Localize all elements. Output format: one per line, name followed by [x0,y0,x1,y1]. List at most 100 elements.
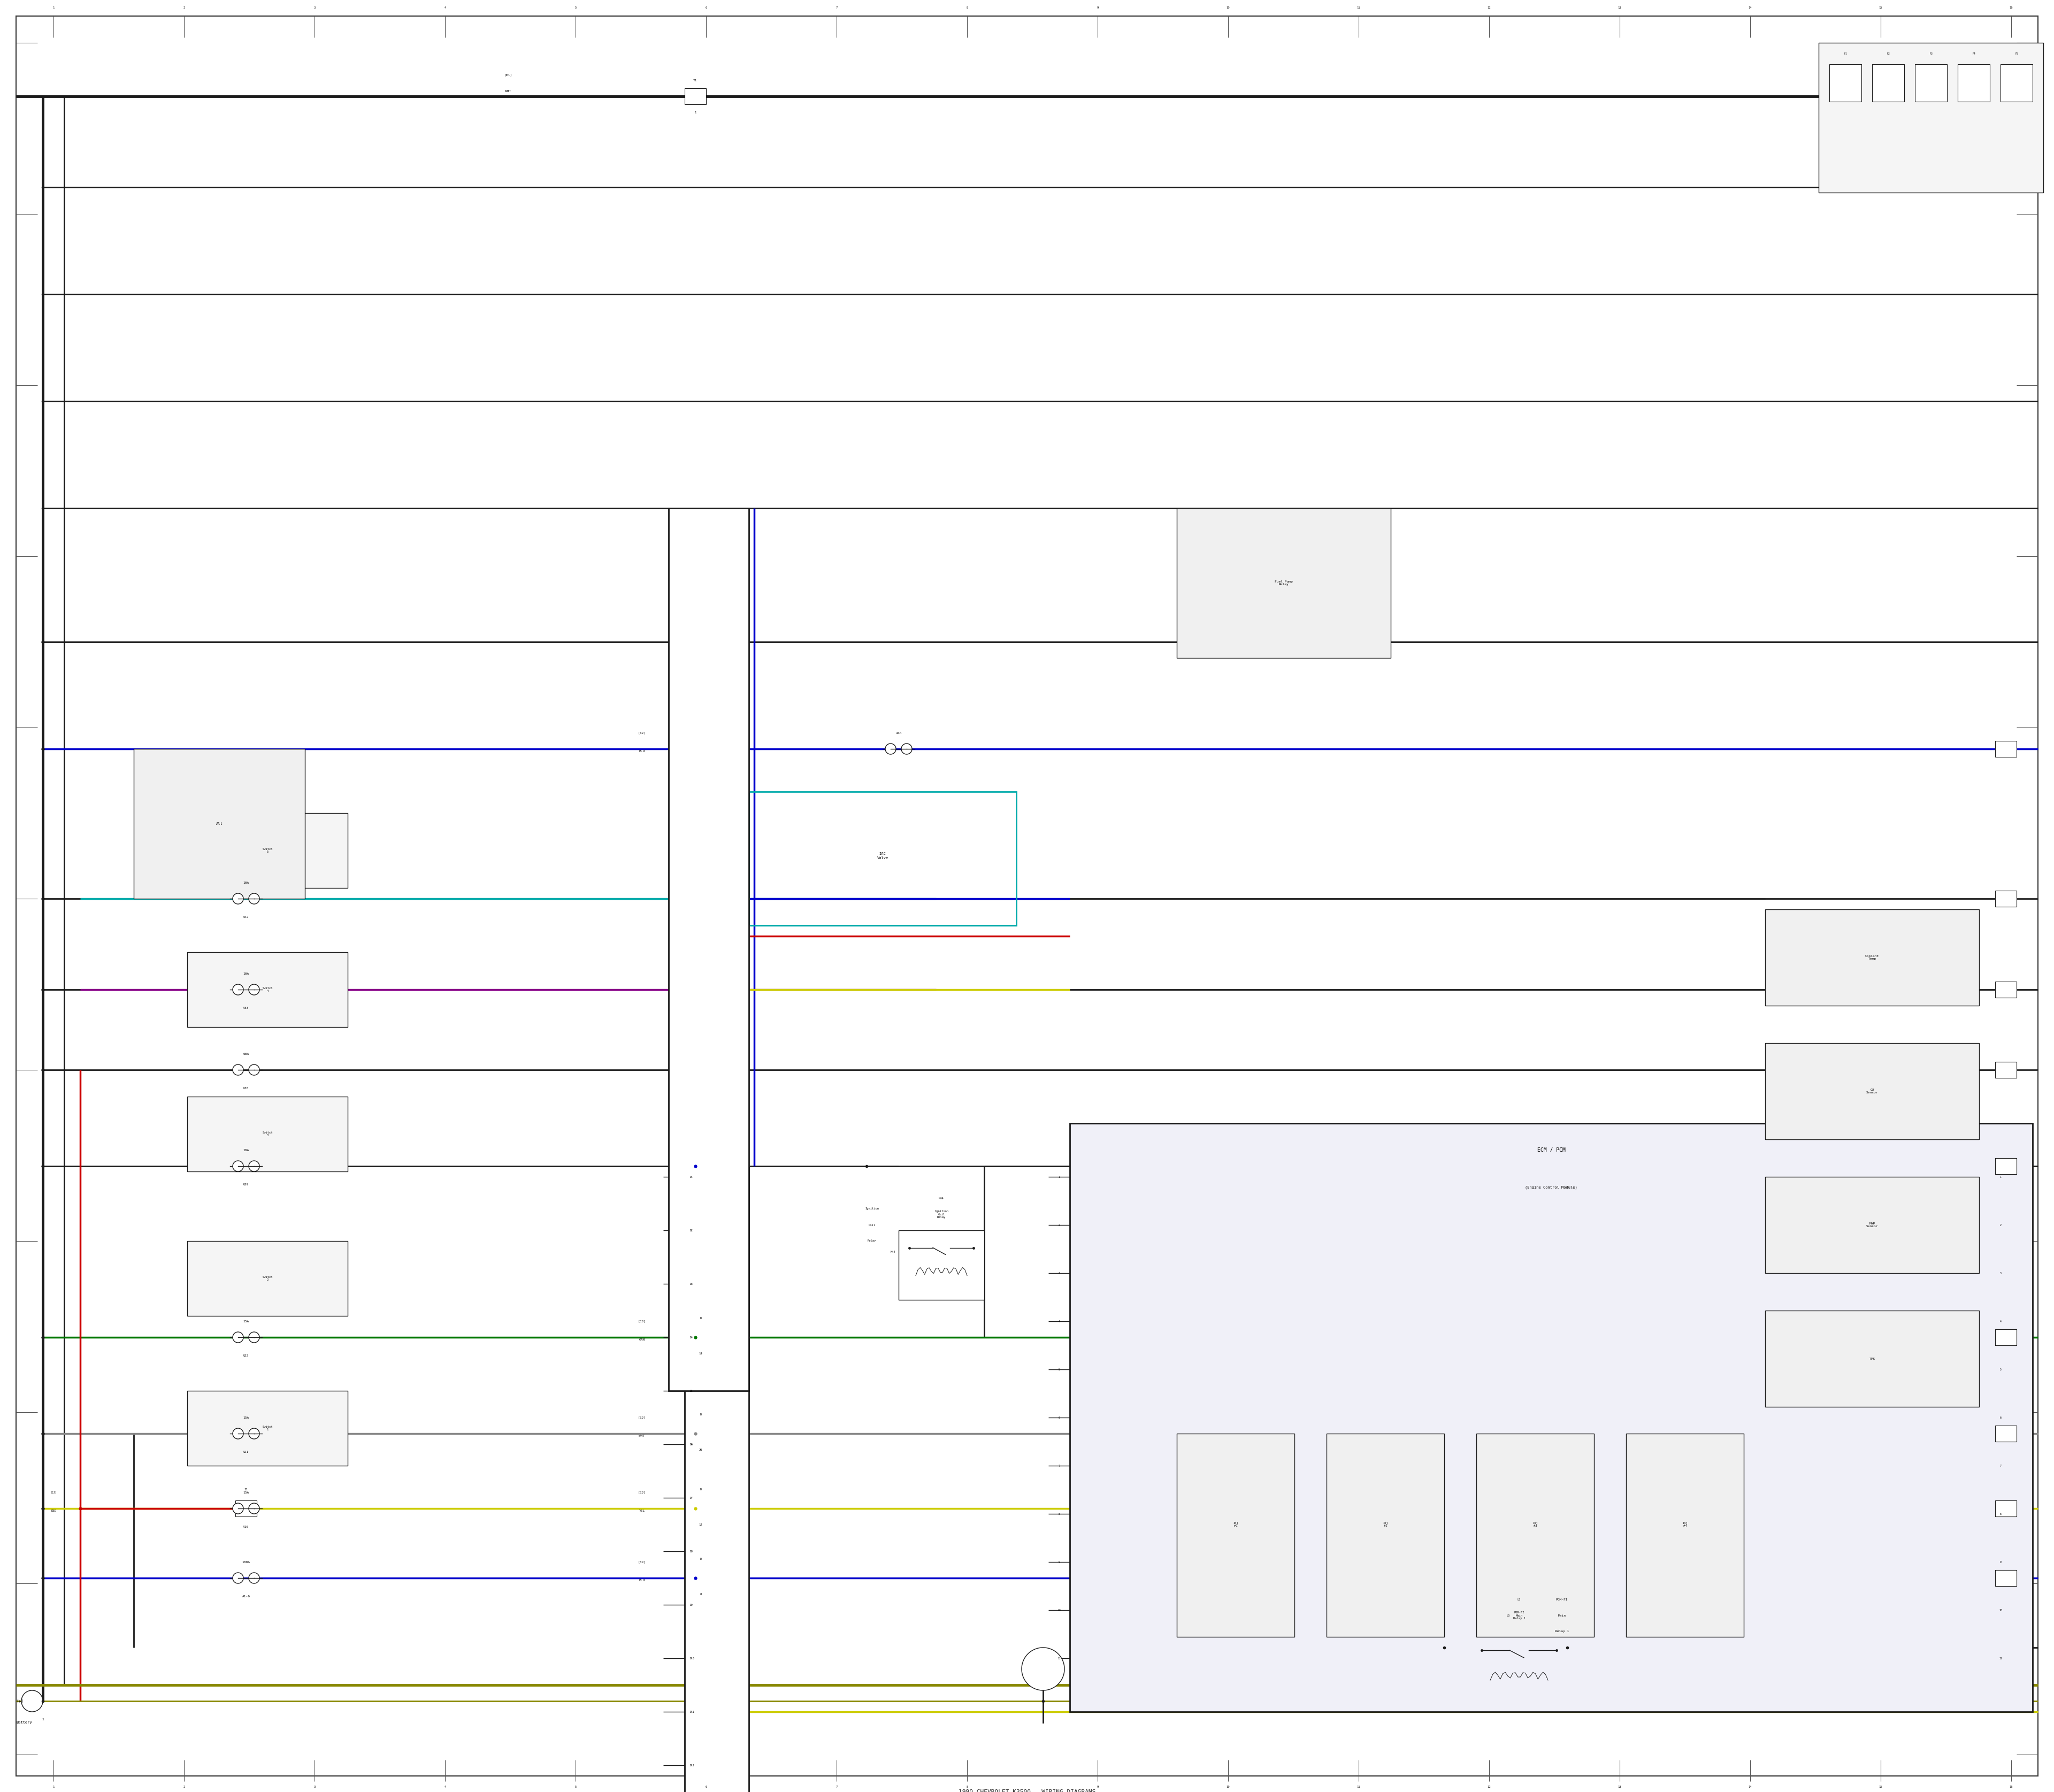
Text: Switch
1: Switch 1 [263,1425,273,1432]
Bar [1994,1330,2017,1346]
Bar [690,1426,711,1441]
Bar [1994,982,2017,998]
Text: A16: A16 [242,1525,249,1529]
Text: 13: 13 [1619,1785,1621,1788]
Bar [1957,65,1990,102]
Circle shape [249,894,259,903]
Text: TPS: TPS [1869,1357,1875,1360]
Circle shape [1021,1647,1064,1690]
Text: 14: 14 [1748,1785,1752,1788]
Text: D2: D2 [690,1229,692,1231]
Text: IAC
Valve: IAC Valve [877,853,887,860]
Text: Battery: Battery [16,1720,33,1724]
Text: A33: A33 [242,1007,249,1009]
Bar [690,1570,711,1586]
Bar [1764,909,1980,1005]
Bar [1764,1043,1980,1140]
Bar [1994,1500,2017,1516]
Bar [1994,1158,2017,1174]
Text: D6: D6 [690,1443,692,1446]
Bar [1994,1426,2017,1441]
Text: D12: D12 [690,1763,694,1767]
Circle shape [902,744,912,754]
Bar [1994,1158,2017,1174]
Circle shape [232,1161,242,1172]
Text: D1: D1 [690,1176,692,1177]
Text: 11: 11 [1358,7,1360,9]
Circle shape [232,894,242,903]
Bar [690,1500,711,1516]
Bar [1994,740,2017,756]
Text: 14: 14 [1748,7,1752,9]
Text: 12: 12 [1487,1785,1491,1788]
Bar [1994,1570,2017,1586]
Circle shape [232,984,242,995]
Bar [1818,43,2044,192]
Circle shape [232,1428,242,1439]
Text: MAP
Sensor: MAP Sensor [1867,1222,1877,1228]
Text: D8: D8 [690,1550,692,1552]
Bar [1994,1063,2017,1077]
Bar [187,1097,347,1172]
Text: Switch
4: Switch 4 [263,987,273,993]
Text: F4: F4 [1972,52,1976,56]
Text: ECM / PCM: ECM / PCM [1536,1147,1565,1152]
Text: (Engine Control Module): (Engine Control Module) [1524,1186,1577,1190]
Text: Ignition: Ignition [865,1208,879,1210]
Text: Inj
#4: Inj #4 [1682,1521,1688,1527]
Text: 10: 10 [1058,1609,1060,1611]
Bar [1477,1434,1594,1636]
Text: 15: 15 [1879,7,1881,9]
Text: [EJ]: [EJ] [639,1416,645,1419]
Bar [1994,1500,2017,1516]
Text: Inj
#1: Inj #1 [1232,1521,1239,1527]
Text: 11: 11 [1358,1785,1360,1788]
Text: 15A: 15A [242,1321,249,1322]
Text: Alt: Alt [216,823,222,826]
Text: 26: 26 [698,1448,702,1452]
Bar [1627,1434,1744,1636]
Text: 13: 13 [1619,7,1621,9]
Text: Fuel Pump
Relay: Fuel Pump Relay [1276,581,1292,586]
Bar [1994,1570,2017,1586]
Circle shape [232,1503,242,1514]
Text: D3: D3 [690,1283,692,1285]
Text: 15A: 15A [242,1491,249,1495]
Bar [187,952,347,1027]
Text: M44: M44 [939,1197,945,1199]
Bar [1994,982,2017,998]
Text: A22: A22 [242,1355,249,1357]
Text: 10A: 10A [242,1149,249,1152]
Bar [1994,1330,2017,1346]
Bar [187,1242,347,1315]
Bar [1914,65,1947,102]
Bar [1830,65,1861,102]
Text: Inj
#3: Inj #3 [1532,1521,1538,1527]
Text: GRN: GRN [639,1339,645,1342]
Bar [670,509,750,1391]
Text: A29: A29 [242,1183,249,1186]
Bar [1327,1434,1444,1636]
Text: PGM-FI
Main
Relay 1: PGM-FI Main Relay 1 [1514,1611,1526,1620]
Circle shape [249,1161,259,1172]
Text: Relay: Relay [867,1240,877,1242]
Circle shape [232,1331,242,1342]
Text: BLU: BLU [639,1579,645,1582]
Text: F5: F5 [2015,52,2019,56]
Bar [187,814,347,889]
Text: F1: F1 [1844,52,1847,56]
Text: 16: 16 [2009,7,2013,9]
Text: A21: A21 [242,1452,249,1453]
Circle shape [21,1690,43,1711]
Text: Inj
#2: Inj #2 [1382,1521,1389,1527]
Circle shape [249,1503,259,1514]
Circle shape [249,1331,259,1342]
Bar [900,1231,984,1299]
Bar [1471,1631,1567,1706]
Text: 15: 15 [1879,1785,1881,1788]
Text: [EJ]: [EJ] [639,731,645,735]
Bar [1177,1434,1294,1636]
Bar [1764,1177,1980,1272]
Text: L5: L5 [1518,1598,1520,1600]
Text: [EJ]: [EJ] [49,1491,58,1495]
